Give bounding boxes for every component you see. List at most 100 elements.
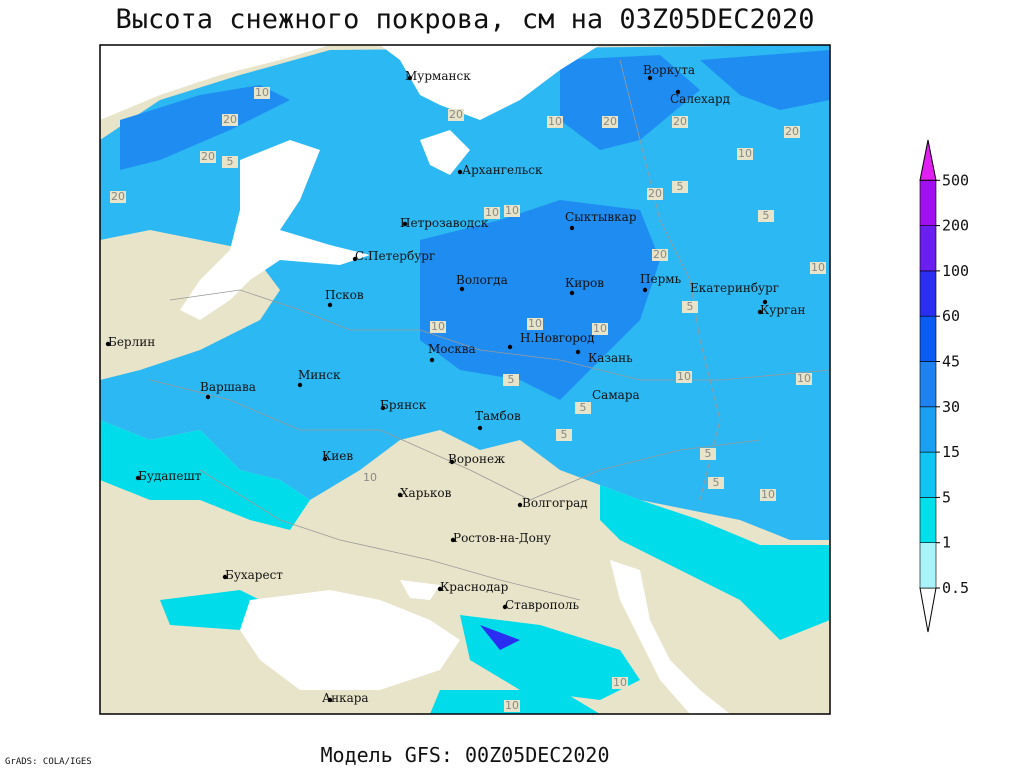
city-label: Воркута: [643, 63, 695, 77]
city-label: Волгоград: [522, 496, 588, 510]
contour-label: 20: [673, 115, 687, 128]
contour-label-box: [708, 477, 724, 489]
city-label: Вологда: [456, 273, 508, 287]
city-label: Архангельск: [462, 163, 543, 177]
city-dot: [429, 357, 435, 363]
city-label: Харьков: [400, 486, 452, 500]
city-dot: [380, 405, 386, 411]
contour-label-box: [362, 472, 378, 484]
contour-label-box: [503, 374, 519, 386]
city-dot: [569, 225, 575, 231]
contour-label-box: [484, 207, 500, 219]
city-label: Курган: [760, 303, 805, 317]
contour-label-box: [504, 700, 520, 712]
contour-label-box: [222, 156, 238, 168]
city-dot: [459, 286, 465, 292]
city-dot: [222, 574, 228, 580]
contour-label: 10: [485, 206, 499, 219]
colorbar-label: 1: [942, 534, 951, 552]
contour-label: 5: [508, 373, 515, 386]
contour-label: 5: [763, 209, 770, 222]
contour-label: 10: [677, 370, 691, 383]
city-label: Минск: [298, 368, 341, 382]
contour-label: 10: [528, 317, 542, 330]
colorbar-segment: [919, 497, 937, 543]
contour-label: 10: [505, 204, 519, 217]
contour-label-box: [254, 87, 270, 99]
colorbar-label: 15: [942, 443, 960, 461]
city-dot: [575, 349, 581, 355]
map: [99, 44, 831, 715]
city-dot: [407, 75, 413, 81]
contour-label: 10: [255, 86, 269, 99]
city-label: Казань: [588, 351, 633, 365]
contour-label: 10: [363, 471, 377, 484]
contour-label: 5: [677, 180, 684, 193]
contour-label: 20: [785, 125, 799, 138]
contour-label-box: [556, 429, 572, 441]
contour-label: 10: [593, 322, 607, 335]
contour-label: 20: [648, 187, 662, 200]
city-label: Мурманск: [405, 69, 471, 83]
city-label: Киров: [565, 276, 604, 290]
contour-label-box: [592, 323, 608, 335]
city-dot: [675, 89, 681, 95]
contour-label: 20: [111, 190, 125, 203]
city-dot: [135, 475, 141, 481]
city-label: Салехард: [670, 92, 730, 106]
contour-label: 5: [227, 155, 234, 168]
city-dot: [642, 287, 648, 293]
contour-label: 10: [797, 372, 811, 385]
city-label: Бухарест: [225, 568, 283, 582]
contour-label: 10: [811, 261, 825, 274]
contour-label-box: [810, 262, 826, 274]
contour-label: 5: [580, 401, 587, 414]
colorbar-segment: [919, 315, 937, 362]
city-label: Самара: [592, 388, 640, 402]
colorbar-top: [919, 139, 937, 181]
contour-label-box: [575, 402, 591, 414]
city-label: Воронеж: [448, 452, 505, 466]
contour-label: 5: [713, 476, 720, 489]
credit: GrADS: COLA/IGES: [5, 757, 92, 767]
contour-label: 5: [705, 447, 712, 460]
city-label: Пермь: [640, 272, 682, 286]
city-label: Сыктывкар: [565, 210, 637, 224]
contour-label-box: [430, 321, 446, 333]
model-caption: Модель GFS: 00Z05DEC2020: [321, 743, 610, 767]
city-label: Анкара: [322, 691, 369, 705]
contour-label-box: [676, 371, 692, 383]
city-dot: [327, 302, 333, 308]
contour-label-box: [110, 191, 126, 203]
colorbar-label: 60: [942, 307, 960, 325]
city-label: Будапешт: [138, 469, 202, 483]
colorbar-bottom: [919, 587, 937, 633]
city-dot: [105, 341, 111, 347]
contour-label-box: [448, 109, 464, 121]
city-dot: [457, 169, 463, 175]
city-label: Киев: [322, 449, 353, 463]
colorbar-segment: [919, 361, 937, 408]
city-label: Петрозаводск: [400, 216, 489, 230]
city-dot: [205, 394, 211, 400]
colorbar-label: 30: [942, 398, 960, 416]
contour-label-box: [527, 318, 543, 330]
contour-label: 5: [561, 428, 568, 441]
city-dot: [757, 309, 763, 315]
city-dot: [517, 502, 523, 508]
city-dot: [322, 456, 328, 462]
contour-label-box: [796, 373, 812, 385]
contour-label-box: [672, 116, 688, 128]
contour-label-box: [200, 151, 216, 163]
colorbar-segment: [919, 451, 937, 498]
contour-label-box: [652, 249, 668, 261]
contour-label: 10: [761, 488, 775, 501]
colorbar-segment: [919, 542, 937, 589]
city-dot: [477, 425, 483, 431]
contour-label-box: [602, 116, 618, 128]
contour-label: 20: [201, 150, 215, 163]
colorbar-label: 200: [942, 217, 969, 235]
colorbar-label: 5: [942, 488, 951, 506]
contour-label: 20: [449, 108, 463, 121]
